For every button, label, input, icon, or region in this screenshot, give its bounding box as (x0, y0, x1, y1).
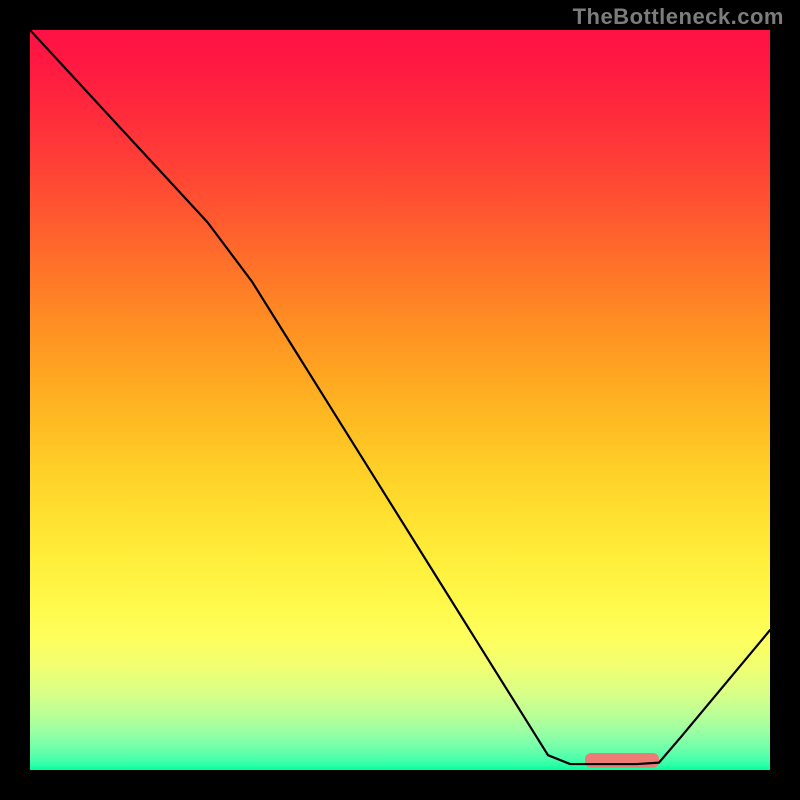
sweet-spot-marker (585, 753, 659, 768)
chart-svg (30, 30, 770, 770)
plot-area (30, 30, 770, 770)
gradient-rect (30, 30, 770, 770)
watermark-text: TheBottleneck.com (573, 4, 784, 30)
chart-container: TheBottleneck.com (0, 0, 800, 800)
